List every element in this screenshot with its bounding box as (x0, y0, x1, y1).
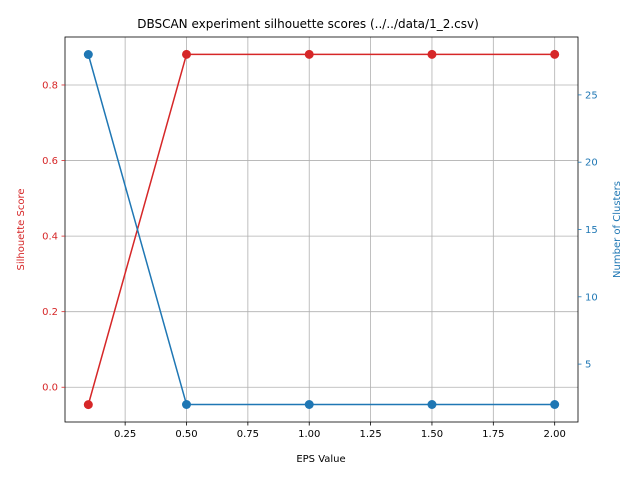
number-of-clusters-point (550, 400, 560, 409)
silhouette-score-line (87, 53, 555, 405)
x-tick-label: 1.50 (421, 429, 443, 440)
left-y-tick-label: 0.2 (42, 307, 58, 318)
x-tick-label: 0.25 (114, 429, 136, 440)
left-axis-title: Silhouette Score (16, 188, 27, 270)
x-tick-label: 1.25 (359, 429, 381, 440)
left-y-tick-label: 0.0 (42, 383, 58, 394)
series (83, 49, 560, 410)
axes: 0.25 0.50 0.75 1.00 1.25 1.50 1.75 2.00 0.0 0.2 0.… (42, 80, 598, 440)
silhouette-score-point (83, 400, 93, 410)
x-tick-label: 2.00 (544, 429, 566, 440)
number-of-clusters-point (427, 400, 437, 409)
number-of-clusters-point (182, 400, 191, 409)
x-axis-title: EPS Value (296, 454, 345, 465)
number-of-clusters-point (304, 400, 314, 409)
number-of-clusters-point (83, 50, 93, 59)
x-tick-label: 1.75 (482, 429, 504, 440)
left-y-tick-label: 0.6 (42, 156, 58, 167)
right-y-tick-label: 10 (585, 292, 598, 303)
grid (65, 37, 578, 422)
x-tick-label: 1.00 (298, 429, 320, 440)
silhouette-score-point (304, 49, 314, 59)
right-axis-title: Number of Clusters (612, 181, 623, 278)
right-y-tick-label: 25 (585, 90, 598, 101)
right-y-tick-label: 5 (585, 360, 591, 371)
number-of-clusters-line (87, 54, 555, 406)
left-y-tick-label: 0.8 (42, 80, 58, 91)
plot-frame (64, 36, 579, 423)
right-y-tick-label: 15 (585, 225, 598, 236)
chart-title: DBSCAN experiment silhouette scores (../… (137, 17, 479, 31)
x-tick-label: 0.50 (175, 429, 197, 440)
left-y-tick-label: 0.4 (42, 232, 58, 243)
right-y-tick-label: 20 (585, 158, 598, 169)
silhouette-score-point (550, 49, 560, 59)
silhouette-score-point (182, 49, 191, 59)
silhouette-score-point (427, 49, 437, 59)
x-tick-label: 0.75 (237, 429, 259, 440)
